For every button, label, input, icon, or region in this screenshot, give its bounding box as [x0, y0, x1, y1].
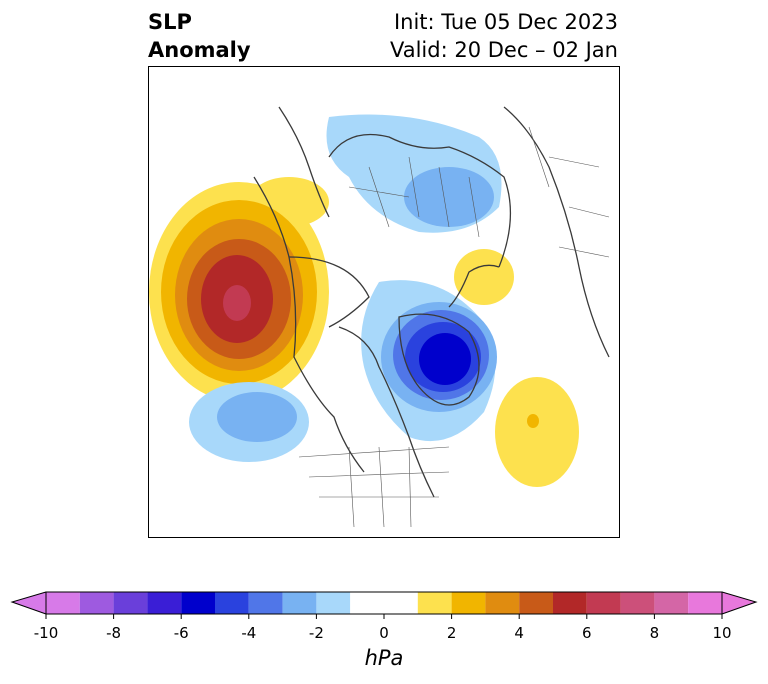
contour-6 [223, 285, 251, 321]
anomaly-map-canvas [149, 106, 610, 528]
colorbar-bins [46, 592, 722, 614]
colorbar-bin [451, 592, 486, 614]
contour-wus-2 [217, 392, 297, 442]
contour-atl-2 [527, 414, 539, 428]
anomaly-map [148, 66, 620, 538]
valid-range: Valid: 20 Dec – 02 Jan [389, 38, 618, 62]
init-date: Init: Tue 05 Dec 2023 [393, 10, 618, 34]
colorbar-bin [350, 592, 418, 614]
negative-anomaly-west-us [189, 382, 309, 462]
positive-anomaly-north-pacific [149, 177, 329, 402]
colorbar-bin [485, 592, 520, 614]
colorbar-tick-label: 2 [446, 624, 457, 642]
colorbar-bin [46, 592, 80, 614]
colorbar-bin [654, 592, 689, 614]
title-line-anomaly: Anomaly [148, 38, 251, 62]
colorbar-bin [553, 592, 587, 614]
title-line-slp: SLP [148, 10, 192, 34]
colorbar-bin [181, 592, 215, 614]
negative-anomaly-greenland-baffin [361, 280, 497, 442]
colorbar-ticks [45, 614, 723, 619]
positive-anomaly-scandinavia [454, 249, 514, 305]
colorbar-over-outline [721, 591, 758, 615]
colorbar-bin [282, 592, 317, 614]
colorbar-under-arrow [12, 592, 46, 614]
colorbar-unit-label: hPa [364, 646, 404, 670]
colorbar-tick-label: 8 [649, 624, 660, 642]
colorbar-bin [519, 592, 553, 614]
colorbar-tick-label: -4 [241, 624, 257, 642]
colorbar-bin [147, 592, 182, 614]
contour-gb-5 [419, 333, 471, 385]
colorbar-bin [688, 592, 722, 614]
contour-atl-1 [495, 377, 579, 487]
colorbar-bin [248, 592, 283, 614]
map-title-right: Init: Tue 05 Dec 2023 Valid: 20 Dec – 02… [390, 8, 618, 64]
colorbar-under-outline [10, 591, 47, 615]
colorbar-tick-label: -10 [33, 624, 59, 642]
political-borders [298, 126, 610, 528]
colorbar-bin [215, 592, 249, 614]
colorbar-bin [316, 592, 351, 614]
colorbar-tick-label: -8 [106, 624, 122, 642]
colorbar [10, 591, 758, 619]
contour-pos-scan [454, 249, 514, 305]
colorbar-tick-label: -2 [308, 624, 324, 642]
map-title-left: SLP Anomaly [148, 8, 251, 64]
colorbar-bin [620, 592, 655, 614]
positive-anomaly-atlantic [495, 377, 579, 487]
colorbar-bin [113, 592, 148, 614]
colorbar-tick-label: 10 [712, 624, 732, 642]
colorbar-tick-label: -6 [173, 624, 189, 642]
colorbar-over-arrow [722, 592, 756, 614]
contour-neg-2 [404, 167, 494, 227]
colorbar-tick-label: 0 [379, 624, 389, 642]
colorbar-bin [79, 592, 114, 614]
negative-anomaly-siberia [326, 114, 502, 233]
colorbar-tick-label: 6 [582, 624, 592, 642]
coastlines [253, 106, 610, 498]
colorbar-bin [586, 592, 621, 614]
colorbar-tick-label: 4 [514, 624, 524, 642]
colorbar-bin [417, 592, 452, 614]
